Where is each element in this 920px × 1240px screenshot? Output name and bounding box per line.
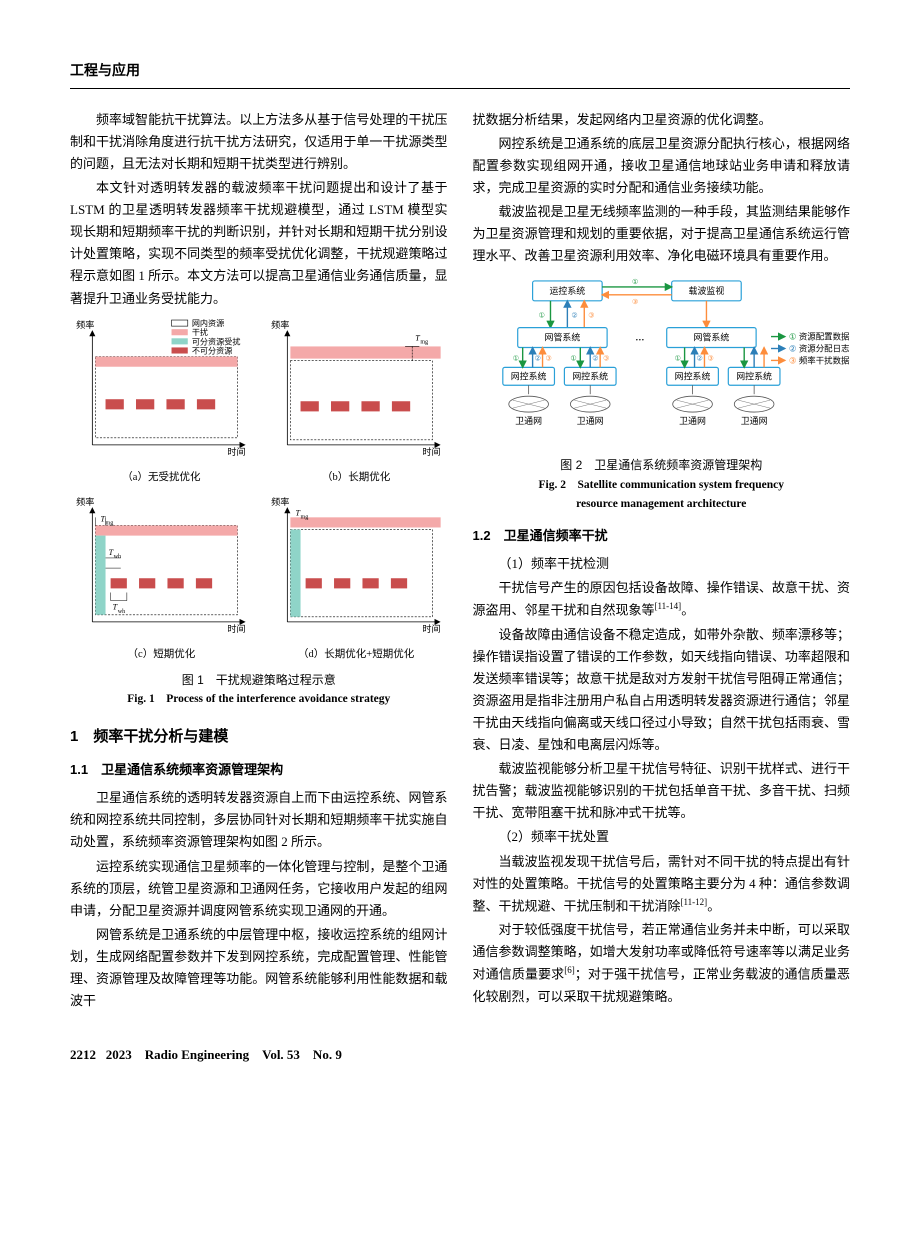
- para: 载波监视能够分析卫星干扰信号特征、识别干扰样式、进行干扰告警；载波监视能够识别的…: [473, 758, 851, 824]
- fig2-caption-cn: 图 2 卫星通信系统频率资源管理架构: [473, 455, 851, 475]
- fig1-sublabel-d: （d）长期优化+短期优化: [265, 646, 448, 664]
- svg-text:时间: 时间: [227, 623, 245, 634]
- svg-text:时间: 时间: [422, 623, 440, 634]
- two-column-layout: 频率域智能抗干扰算法。以上方法多从基于信号处理的干扰压制和干扰消除角度进行抗干扰…: [70, 109, 850, 1014]
- svg-text:网管系统: 网管系统: [544, 332, 580, 343]
- svg-text:网控系统: 网控系统: [510, 371, 546, 382]
- para: 干扰信号产生的原因包括设备故障、操作错误、故意干扰、资源盗用、邻星干扰和自然现象…: [473, 577, 851, 622]
- svg-text:资源分配日志: 资源分配日志: [798, 344, 849, 354]
- section-1-heading: 1 频率干扰分析与建模: [70, 724, 448, 750]
- fig1-sublabel-b: （b）长期优化: [265, 469, 448, 487]
- svg-text:③: ③: [631, 298, 637, 306]
- fig2-caption-en2: resource management architecture: [473, 495, 851, 515]
- header-title: 工程与应用: [70, 64, 140, 79]
- right-column: 扰数据分析结果，发起网络内卫星资源的优化调整。 网控系统是卫通系统的底层卫星资源…: [473, 109, 851, 1014]
- svg-text:网控系统: 网控系统: [674, 371, 710, 382]
- citation: [11-14]: [655, 601, 682, 611]
- svg-text:网控系统: 网控系统: [572, 371, 608, 382]
- page-header: 工程与应用: [70, 60, 850, 89]
- para: 载波监视是卫星无线频率监测的一种手段，其监测结果能够作为卫星资源管理和规划的重要…: [473, 201, 851, 267]
- subhead: （1）频率干扰检测: [473, 553, 851, 575]
- svg-text:卫通网: 卫通网: [679, 416, 706, 426]
- fig1-panel-c: 频率 Tmg Twh: [70, 495, 253, 664]
- svg-text:时间: 时间: [227, 446, 245, 457]
- section-1-2-heading: 1.2 卫星通信频率干扰: [473, 525, 851, 547]
- page-footer: 2212 2023 Radio Engineering Vol. 53 No. …: [70, 1044, 850, 1066]
- citation: [11-12]: [681, 897, 708, 907]
- footer-publication: 2023 Radio Engineering Vol. 53 No. 9: [106, 1047, 342, 1062]
- figure-1: 频率 网内资源 干扰 可分资源受扰 不可分资源: [70, 318, 448, 710]
- para: 设备故障由通信设备不稳定造成，如带外杂散、频率漂移等；操作错误指设置了错误的工作…: [473, 624, 851, 757]
- svg-text:网管系统: 网管系统: [693, 332, 729, 343]
- para: 频率域智能抗干扰算法。以上方法多从基于信号处理的干扰压制和干扰消除角度进行抗干扰…: [70, 109, 448, 175]
- fig2-caption-en1: Fig. 2 Satellite communication system fr…: [473, 476, 851, 496]
- svg-text:③: ③: [588, 312, 594, 320]
- svg-text:载波监视: 载波监视: [688, 285, 724, 296]
- svg-text:资源配置数据: 资源配置数据: [798, 332, 849, 342]
- svg-text:mg: mg: [420, 339, 428, 345]
- svg-text:①: ①: [570, 355, 576, 363]
- svg-text:③: ③: [603, 355, 609, 363]
- svg-text:mg: mg: [106, 520, 114, 526]
- para: 网管系统是卫通系统的中层管理中枢，接收运控系统的组网计划，生成网络配置参数并下发…: [70, 924, 448, 1012]
- svg-text:②: ②: [534, 355, 540, 363]
- figure-2: 运控系统 载波监视 ① ③ ① ② ③ 网管系统 … 网管系统 网控系统 网控系…: [473, 273, 851, 514]
- fig1-panel-d: 频率 Tmg 时间 （d）长期优化+短期优化: [265, 495, 448, 664]
- left-column: 频率域智能抗干扰算法。以上方法多从基于信号处理的干扰压制和干扰消除角度进行抗干扰…: [70, 109, 448, 1014]
- para: 网控系统是卫通系统的底层卫星资源分配执行核心，根据网络配置参数实现组网开通，接收…: [473, 133, 851, 199]
- svg-text:wh: wh: [118, 608, 125, 614]
- svg-text:网内资源: 网内资源: [192, 318, 224, 328]
- svg-text:②: ②: [696, 355, 702, 363]
- svg-text:频率: 频率: [76, 496, 94, 507]
- para: 运控系统实现通信卫星频率的一体化管理与控制，是整个卫通系统的顶层，统管卫星资源和…: [70, 856, 448, 922]
- svg-text:wh: wh: [114, 554, 121, 560]
- citation: [6]: [564, 965, 575, 975]
- svg-text:不可分资源: 不可分资源: [192, 345, 233, 355]
- svg-text:时间: 时间: [422, 446, 440, 457]
- fig1-sublabel-c: （c）短期优化: [70, 646, 253, 664]
- svg-text:①: ①: [674, 355, 680, 363]
- svg-text:干扰: 干扰: [192, 327, 208, 337]
- para: 对于较低强度干扰信号，若正常通信业务并未中断，可以采取通信参数调整策略，如增大发…: [473, 919, 851, 1008]
- svg-text:频率干扰数据: 频率干扰数据: [798, 356, 849, 366]
- svg-text:可分资源受扰: 可分资源受扰: [192, 336, 241, 346]
- svg-text:mg: mg: [300, 514, 308, 520]
- fig1-panel-a: 频率 网内资源 干扰 可分资源受扰 不可分资源: [70, 318, 253, 487]
- page-number: 2212: [70, 1047, 96, 1062]
- fig1-panel-b: 频率 Tmg 时间: [265, 318, 448, 487]
- para: 当载波监视发现干扰信号后，需针对不同干扰的特点提出有针对性的处置策略。干扰信号的…: [473, 851, 851, 918]
- svg-text:网控系统: 网控系统: [736, 371, 772, 382]
- fig1-caption-cn: 图 1 干扰规避策略过程示意: [70, 670, 448, 690]
- axis-label-y: 频率: [76, 319, 94, 330]
- fig1-sublabel-a: （a）无受扰优化: [70, 469, 253, 487]
- para: 卫星通信系统的透明转发器资源自上而下由运控系统、网管系统和网控系统共同控制，多层…: [70, 787, 448, 853]
- svg-text:②: ②: [592, 355, 598, 363]
- svg-text:卫通网: 卫通网: [740, 416, 767, 426]
- svg-text:③: ③: [788, 356, 796, 366]
- svg-text:①: ①: [538, 312, 544, 320]
- svg-text:频率: 频率: [271, 319, 289, 330]
- svg-text:①: ①: [788, 332, 796, 342]
- svg-text:②: ②: [571, 312, 577, 320]
- svg-text:卫通网: 卫通网: [515, 416, 542, 426]
- svg-text:运控系统: 运控系统: [549, 285, 585, 296]
- para: 本文针对透明转发器的载波频率干扰问题提出和设计了基于 LSTM 的卫星透明转发器…: [70, 177, 448, 310]
- svg-text:卫通网: 卫通网: [576, 416, 603, 426]
- para: 扰数据分析结果，发起网络内卫星资源的优化调整。: [473, 109, 851, 131]
- svg-text:…: …: [635, 333, 644, 343]
- svg-text:①: ①: [512, 355, 518, 363]
- svg-text:③: ③: [707, 355, 713, 363]
- svg-text:③: ③: [545, 355, 551, 363]
- svg-text:①: ①: [631, 278, 637, 286]
- section-1-1-heading: 1.1 卫星通信系统频率资源管理架构: [70, 759, 448, 781]
- subhead: （2）频率干扰处置: [473, 826, 851, 848]
- svg-text:频率: 频率: [271, 496, 289, 507]
- svg-text:②: ②: [788, 344, 796, 354]
- fig1-caption-en: Fig. 1 Process of the interference avoid…: [70, 690, 448, 710]
